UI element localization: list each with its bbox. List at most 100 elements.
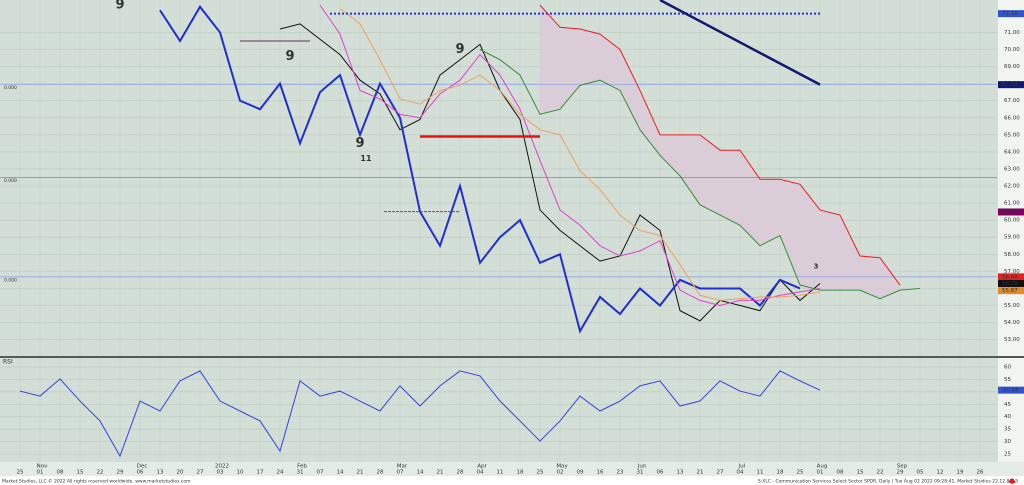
- x-tick-label: 04: [477, 470, 484, 476]
- x-tick-label: 07: [317, 470, 324, 476]
- month-label: Dec: [137, 464, 148, 470]
- x-tick-label: 08: [57, 470, 64, 476]
- h-line-label: 0.000: [4, 277, 17, 283]
- month-label: 2022: [215, 464, 229, 470]
- x-tick-label: 14: [337, 470, 344, 476]
- month-label: Sep: [897, 464, 908, 470]
- x-tick-label: 24: [277, 470, 284, 476]
- x-tick-label: 11: [757, 470, 764, 476]
- month-label: Jun: [637, 464, 647, 470]
- x-tick-label: 16: [597, 470, 604, 476]
- x-tick-label: 23: [617, 470, 624, 476]
- y-tick-label: 55: [1004, 377, 1011, 383]
- price-label-box: [998, 10, 1024, 18]
- x-tick-label: 19: [957, 470, 964, 476]
- price-label: 72.10: [1002, 11, 1018, 17]
- price-label: 56.29: [1002, 281, 1018, 287]
- right-axis: [998, 0, 1024, 462]
- x-tick-label: 31: [297, 470, 304, 476]
- y-tick-label: 45: [1004, 402, 1011, 408]
- y-tick-label: 61.00: [1004, 201, 1020, 207]
- x-tick-label: 11: [497, 470, 504, 476]
- x-tick-label: 21: [357, 470, 364, 476]
- month-label: Feb: [297, 464, 307, 470]
- x-tick-label: 28: [377, 470, 384, 476]
- footer: [0, 476, 1024, 485]
- x-tick-label: 13: [157, 470, 164, 476]
- y-tick-label: 60.00: [1004, 218, 1020, 224]
- month-label: Jul: [738, 464, 746, 470]
- x-tick-label: 25: [797, 470, 804, 476]
- count-annotation: 9: [455, 42, 464, 57]
- y-tick-label: 69.00: [1004, 64, 1020, 70]
- x-tick-label: 14: [417, 470, 424, 476]
- x-tick-label: 06: [657, 470, 664, 476]
- price-label-box: [998, 81, 1024, 89]
- price-label: 67.94: [1002, 82, 1018, 88]
- y-tick-label: 40: [1004, 414, 1011, 420]
- footer-left: Market Studies, LLC © 2022 All rights re…: [2, 478, 190, 485]
- y-tick-label: 65.00: [1004, 132, 1020, 138]
- y-tick-label: 35: [1004, 427, 1011, 433]
- y-tick-label: 58.00: [1004, 252, 1020, 258]
- y-tick-label: 64.00: [1004, 149, 1020, 155]
- logo-mark: [1008, 478, 1016, 484]
- x-tick-label: 06: [137, 470, 144, 476]
- month-label: May: [556, 464, 568, 470]
- x-tick-label: 21: [697, 470, 704, 476]
- rsi-panel: [0, 358, 998, 462]
- h-line-label: 0.000: [4, 178, 17, 184]
- x-tick-label: 29: [117, 470, 124, 476]
- price-label-box: [998, 273, 1024, 281]
- month-label: Mar: [397, 464, 408, 470]
- price-label-box: [998, 208, 1024, 216]
- series-line: [479, 49, 921, 300]
- series-line: [339, 8, 821, 301]
- y-tick-label: 71.00: [1004, 30, 1020, 36]
- date-axis: [0, 462, 1024, 476]
- x-tick-label: 25: [17, 470, 24, 476]
- y-tick-label: 67.00: [1004, 98, 1020, 104]
- y-tick-label: 66.00: [1004, 115, 1020, 121]
- x-tick-label: 25: [537, 470, 544, 476]
- x-tick-label: 01: [37, 470, 44, 476]
- x-tick-label: 22: [877, 470, 884, 476]
- rsi-label: RSI: [3, 359, 13, 366]
- x-tick-label: 13: [677, 470, 684, 476]
- x-tick-label: 28: [457, 470, 464, 476]
- x-tick-label: 08: [837, 470, 844, 476]
- rsi-label-value: 50.68: [1003, 388, 1019, 394]
- price-panel: [0, 0, 998, 356]
- series-line: [19, 370, 821, 458]
- month-label: Apr: [477, 464, 487, 470]
- x-tick-label: 18: [517, 470, 524, 476]
- footer-right: S:XLC - Communication Services Select Se…: [758, 479, 1018, 485]
- y-tick-label: 57.00: [1004, 269, 1020, 275]
- price-label-box: [998, 287, 1024, 295]
- y-tick-label: 25: [1004, 452, 1011, 458]
- x-tick-label: 07: [397, 470, 404, 476]
- y-tick-label: 55.00: [1004, 303, 1020, 309]
- x-tick-label: 27: [197, 470, 204, 476]
- series-line: [539, 4, 901, 286]
- y-tick-label: 62.00: [1004, 184, 1020, 190]
- y-tick-label: 30: [1004, 439, 1011, 445]
- x-tick-label: 26: [977, 470, 984, 476]
- x-tick-label: 15: [857, 470, 864, 476]
- count-annotation: 9: [115, 0, 124, 13]
- x-tick-label: 10: [237, 470, 244, 476]
- x-tick-label: 09: [577, 470, 584, 476]
- x-tick-label: 29: [897, 470, 904, 476]
- rsi-label-box: [998, 386, 1024, 394]
- price-label: 60.48: [1002, 209, 1018, 215]
- y-tick-label: 63.00: [1004, 166, 1020, 172]
- y-tick-label: 54.00: [1004, 320, 1020, 326]
- x-tick-label: 02: [557, 470, 564, 476]
- month-label: Aug: [817, 464, 828, 470]
- y-tick-label: 59.00: [1004, 235, 1020, 241]
- price-label-box: [998, 279, 1024, 287]
- trendline: [659, 0, 821, 86]
- x-tick-label: 15: [77, 470, 84, 476]
- price-label: 56.68: [1002, 274, 1018, 280]
